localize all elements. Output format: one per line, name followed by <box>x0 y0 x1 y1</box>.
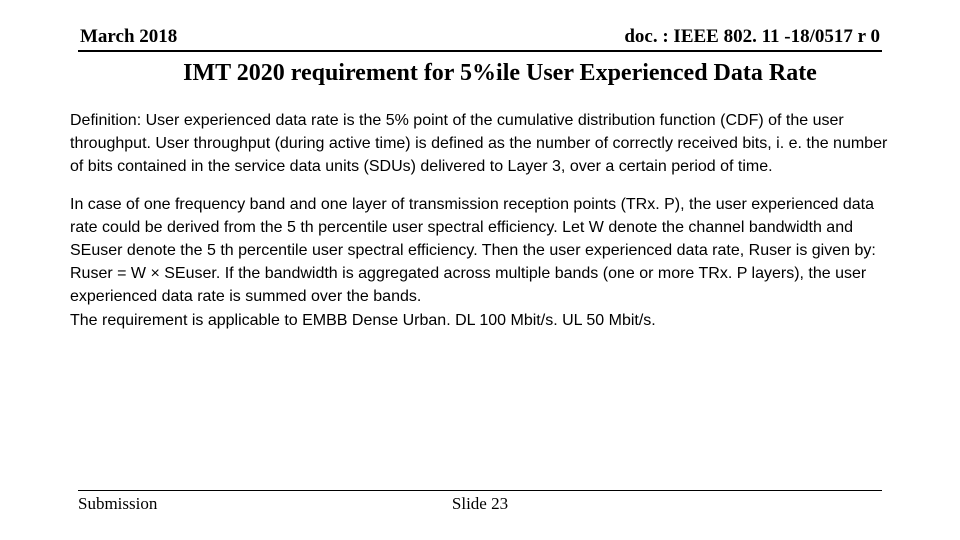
requirement-paragraph: The requirement is applicable to EMBB De… <box>70 309 890 332</box>
header-bar: March 2018 doc. : IEEE 802. 11 -18/0517 … <box>78 0 882 52</box>
footer-left: Submission <box>78 494 157 514</box>
page-title: IMT 2020 requirement for 5%ile User Expe… <box>80 60 880 87</box>
footer-slide-number: Slide 23 <box>452 494 508 514</box>
footer-bar: Submission Slide 23 <box>78 490 882 514</box>
derivation-paragraph: In case of one frequency band and one la… <box>70 193 890 309</box>
definition-paragraph: Definition: User experienced data rate i… <box>70 109 890 179</box>
header-date: March 2018 <box>80 26 177 48</box>
body-content: Definition: User experienced data rate i… <box>0 87 960 332</box>
header-docref: doc. : IEEE 802. 11 -18/0517 r 0 <box>624 26 880 48</box>
